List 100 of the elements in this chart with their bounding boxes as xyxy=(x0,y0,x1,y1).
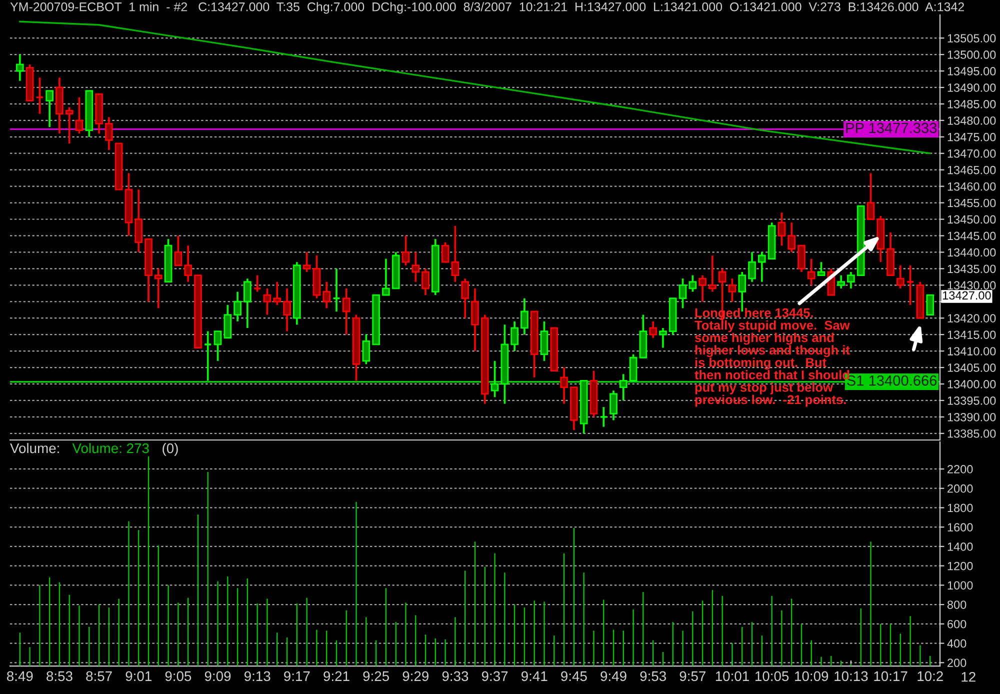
candlestick xyxy=(688,274,697,293)
x-tick-label: 8:53 xyxy=(46,671,72,682)
candlestick xyxy=(214,330,222,362)
candlestick xyxy=(510,320,518,352)
candlestick xyxy=(461,278,470,319)
candlestick xyxy=(224,304,232,339)
candlestick xyxy=(610,390,618,422)
ref-line-label: PP 13477.333 xyxy=(846,122,937,134)
x-tick-label: 9:13 xyxy=(244,671,270,682)
y-tick-label: 13400.00 xyxy=(948,380,996,388)
y-tick-label: 13475.00 xyxy=(948,132,996,142)
candlestick xyxy=(36,76,44,115)
x-tick-label: 10:2 xyxy=(918,671,943,682)
candlestick xyxy=(174,234,182,266)
y-tick-label: 1000 xyxy=(948,581,973,590)
candlestick xyxy=(837,274,845,290)
x-tick-label: 8:49 xyxy=(6,671,33,682)
x-tick-label: 9:29 xyxy=(402,671,428,682)
x-tick-label: 9:01 xyxy=(126,671,152,682)
candlestick xyxy=(788,222,796,254)
x-tick-label: 10:05 xyxy=(755,671,789,682)
candlestick xyxy=(629,353,638,382)
candlestick xyxy=(362,334,370,366)
candlestick xyxy=(798,244,806,273)
candlestick xyxy=(422,268,430,296)
candlestick xyxy=(738,271,746,312)
candlestick xyxy=(322,280,331,310)
candlestick xyxy=(46,90,54,128)
candlestick xyxy=(234,290,242,322)
y-tick-label: 13445.00 xyxy=(948,232,996,240)
candlestick xyxy=(154,268,162,310)
candlestick xyxy=(65,106,74,144)
candlestick xyxy=(402,234,410,266)
chart-title: Volume: xyxy=(10,442,59,454)
y-tick-label: 13430.00 xyxy=(948,281,996,290)
y-tick-label: 13490.00 xyxy=(948,84,996,92)
x-tick-label: 9:41 xyxy=(522,671,548,682)
y-tick-label: 13395.00 xyxy=(948,396,996,405)
candlestick xyxy=(382,258,390,296)
x-tick-label: 8:57 xyxy=(86,671,112,682)
x-tick-label: 10:13 xyxy=(834,671,868,682)
candlestick xyxy=(184,244,192,283)
y-tick-label: 13500.00 xyxy=(948,50,996,59)
candlestick xyxy=(678,278,687,310)
y-tick-label: 13405.00 xyxy=(948,364,996,372)
y-tick-label: 600 xyxy=(948,620,966,628)
candlestick xyxy=(599,406,608,428)
text: 13427.00 xyxy=(942,291,991,300)
x-tick-label: 10:01 xyxy=(716,671,749,682)
candlestick xyxy=(471,288,479,352)
x-tick-label: 9:17 xyxy=(284,671,310,682)
y-tick-label: 1800 xyxy=(948,504,973,512)
y-tick-label: 13435.00 xyxy=(948,264,996,274)
candlestick xyxy=(748,251,756,283)
x-tick-label: 10:09 xyxy=(795,671,828,682)
y-tick-label: 2200 xyxy=(948,465,973,474)
candlestick xyxy=(778,212,786,247)
y-tick-label: 13440.00 xyxy=(948,248,996,257)
y-tick-label: 13385.00 xyxy=(948,429,996,438)
candlestick xyxy=(728,278,736,303)
x-tick-label: 9:09 xyxy=(204,671,231,682)
y-tick-label: 200 xyxy=(948,658,966,668)
y-tick-label: 13450.00 xyxy=(948,215,996,224)
candlestick xyxy=(659,327,667,349)
candlestick xyxy=(441,241,450,263)
candlestick xyxy=(847,271,855,290)
x-tick-label: 9:57 xyxy=(680,671,706,682)
candlestick xyxy=(244,278,252,329)
x-tick-label: 9:49 xyxy=(600,671,626,682)
candlestick xyxy=(412,251,420,283)
y-tick-label: 1400 xyxy=(948,542,973,551)
y-tick-label: 13485.00 xyxy=(948,100,996,108)
annotation: (0) xyxy=(162,442,178,456)
candlestick xyxy=(698,274,706,303)
candlestick xyxy=(490,360,499,398)
y-tick-label: 2000 xyxy=(948,484,973,493)
candlestick xyxy=(758,251,766,283)
x-tick-label: 9:37 xyxy=(482,671,508,682)
x-tick-label: 10:17 xyxy=(874,671,908,682)
text: 12 xyxy=(962,672,976,682)
candlestick xyxy=(263,288,272,316)
y-tick-label: 800 xyxy=(947,600,966,609)
candlestick xyxy=(540,320,548,362)
candlestick xyxy=(906,264,914,306)
x-tick-label: 9:53 xyxy=(640,671,666,682)
x-tick-label: 9:45 xyxy=(561,671,587,682)
candlestick xyxy=(134,188,143,254)
y-tick-label: 400 xyxy=(947,639,966,648)
candlestick xyxy=(302,251,311,273)
candlestick xyxy=(283,288,291,332)
candlestick xyxy=(253,274,262,293)
x-tick-label: 9:05 xyxy=(165,671,192,682)
y-tick-label: 13455.00 xyxy=(948,198,996,208)
candlestick xyxy=(451,224,460,283)
candlestick xyxy=(807,258,816,286)
x-tick-label: 9:33 xyxy=(442,671,468,682)
candlestick xyxy=(817,261,826,276)
chart-title: YM-200709-ECBOT 1 min - #2 C:13427.000 T:35 Chg:7.000 DChg:-100.000 8/3/2007 10:21:21 H:13427.000 L:13421.000 O:13421.000 V:273 B:13426.000 A:1342 xyxy=(10,2,964,14)
candlestick xyxy=(105,116,113,151)
candlestick xyxy=(708,254,716,293)
